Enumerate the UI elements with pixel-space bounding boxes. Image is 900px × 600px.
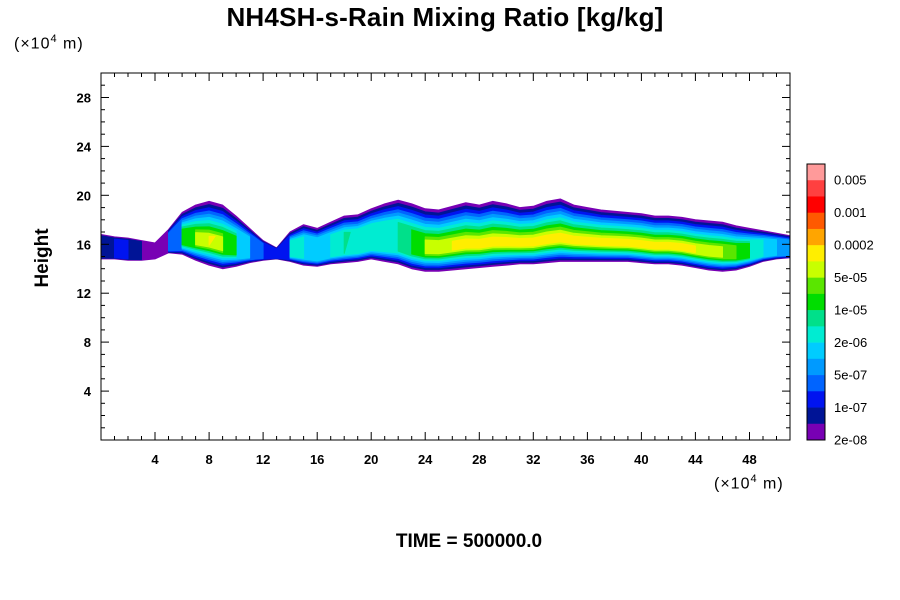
colorbar-swatch [807, 326, 825, 343]
x-tick-label: 48 [742, 452, 756, 467]
x-tick-label: 8 [205, 452, 212, 467]
colorbar-swatch [807, 245, 825, 262]
x-tick-label: 12 [256, 452, 270, 467]
colorbar-swatch [807, 342, 825, 360]
colorbar-swatch [807, 261, 825, 278]
colorbar-swatch [807, 164, 825, 181]
y-tick-label: 24 [77, 139, 92, 154]
x-tick-label: 36 [580, 452, 594, 467]
contour-level-6-part-1 [289, 236, 305, 259]
contour-level-11-part-0 [208, 235, 216, 246]
x-unit-suffix: m) [757, 475, 784, 493]
colorbar-swatch [807, 196, 825, 214]
colorbar-label: 1e-07 [834, 400, 867, 415]
contour-field [101, 198, 790, 272]
y-unit-prefix: (×10 [14, 35, 51, 53]
x-tick-label: 40 [634, 452, 648, 467]
colorbar-swatch [807, 310, 825, 327]
colorbar-swatch [807, 375, 825, 392]
y-axis-unit-label: (×104 m) [14, 33, 84, 53]
colorbar-swatch [807, 358, 825, 376]
colorbar-label: 0.005 [834, 173, 867, 188]
time-label: TIME = 500000.0 [395, 531, 543, 552]
x-tick-label: 16 [310, 452, 324, 467]
colorbar-swatch [807, 423, 825, 441]
colorbar-swatch [807, 212, 825, 230]
x-tick-label: 4 [151, 452, 159, 467]
y-tick-label: 8 [84, 335, 91, 350]
colorbar-label: 5e-05 [834, 270, 867, 285]
colorbar-swatch [807, 180, 825, 197]
colorbar-label: 0.0002 [834, 238, 874, 253]
colorbar: 0.005 0.001 0.0002 5e-05 1e-05 2e-06 5e-07 1e-0… [806, 163, 874, 448]
colorbar-label: 1e-05 [834, 303, 867, 318]
y-tick-label: 20 [77, 188, 91, 203]
chart-title: NH4SH-s-Rain Mixing Ratio [kg/kg] [226, 2, 664, 32]
contour-level-7-part-1 [343, 231, 351, 254]
y-tick-label: 12 [77, 286, 91, 301]
y-unit-exponent: 4 [50, 33, 58, 45]
colorbar-swatch [807, 407, 825, 425]
y-axis: 4 8 12 16 20 24 28 [77, 84, 790, 429]
x-tick-label: 20 [364, 452, 378, 467]
contour-level-11-part-1 [451, 232, 696, 254]
x-unit-prefix: (×10 [714, 475, 751, 493]
colorbar-swatch [807, 277, 825, 295]
x-tick-label: 24 [418, 452, 433, 467]
x-tick-label: 32 [526, 452, 540, 467]
colorbar-swatch [807, 391, 825, 408]
colorbar-label: 0.001 [834, 205, 867, 220]
colorbar-label: 2e-06 [834, 335, 867, 350]
colorbar-frame [806, 163, 826, 441]
x-unit-exponent: 4 [750, 473, 758, 485]
x-axis-unit-label: (×104 m) [714, 473, 784, 493]
y-unit-suffix: m) [57, 35, 84, 53]
colorbar-label: 2e-08 [834, 433, 867, 448]
x-tick-label: 28 [472, 452, 486, 467]
colorbar-swatch [807, 228, 825, 246]
x-tick-label: 44 [688, 452, 703, 467]
contour-level-2-part-0 [114, 238, 129, 260]
y-tick-label: 16 [77, 237, 91, 252]
y-tick-label: 4 [84, 384, 92, 399]
x-axis: 4 8 12 16 20 24 28 32 36 40 44 48 [114, 73, 777, 467]
y-tick-label: 28 [77, 91, 91, 106]
colorbar-swatch [807, 293, 825, 311]
colorbar-label: 5e-07 [834, 368, 867, 383]
